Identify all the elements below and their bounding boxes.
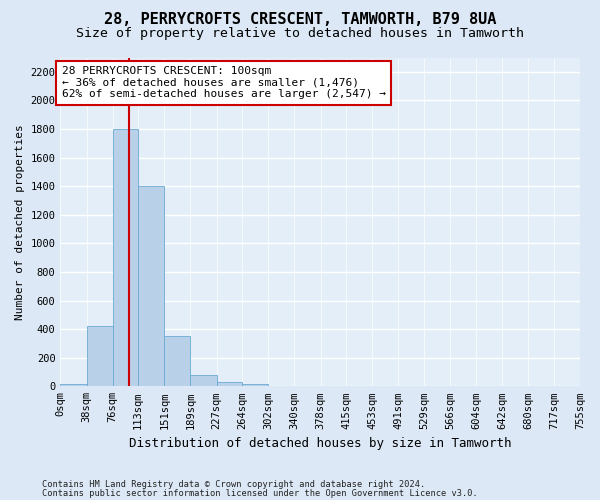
X-axis label: Distribution of detached houses by size in Tamworth: Distribution of detached houses by size … <box>129 437 511 450</box>
Bar <box>138 186 164 386</box>
Bar <box>190 375 217 386</box>
Bar <box>113 129 138 386</box>
Bar <box>164 336 190 386</box>
Bar <box>61 384 86 386</box>
Text: 28 PERRYCROFTS CRESCENT: 100sqm
← 36% of detached houses are smaller (1,476)
62%: 28 PERRYCROFTS CRESCENT: 100sqm ← 36% of… <box>62 66 386 100</box>
Text: Contains HM Land Registry data © Crown copyright and database right 2024.: Contains HM Land Registry data © Crown c… <box>42 480 425 489</box>
Y-axis label: Number of detached properties: Number of detached properties <box>15 124 25 320</box>
Text: Size of property relative to detached houses in Tamworth: Size of property relative to detached ho… <box>76 28 524 40</box>
Text: 28, PERRYCROFTS CRESCENT, TAMWORTH, B79 8UA: 28, PERRYCROFTS CRESCENT, TAMWORTH, B79 … <box>104 12 496 28</box>
Bar <box>86 326 113 386</box>
Bar <box>217 382 242 386</box>
Bar <box>242 384 268 386</box>
Text: Contains public sector information licensed under the Open Government Licence v3: Contains public sector information licen… <box>42 490 478 498</box>
